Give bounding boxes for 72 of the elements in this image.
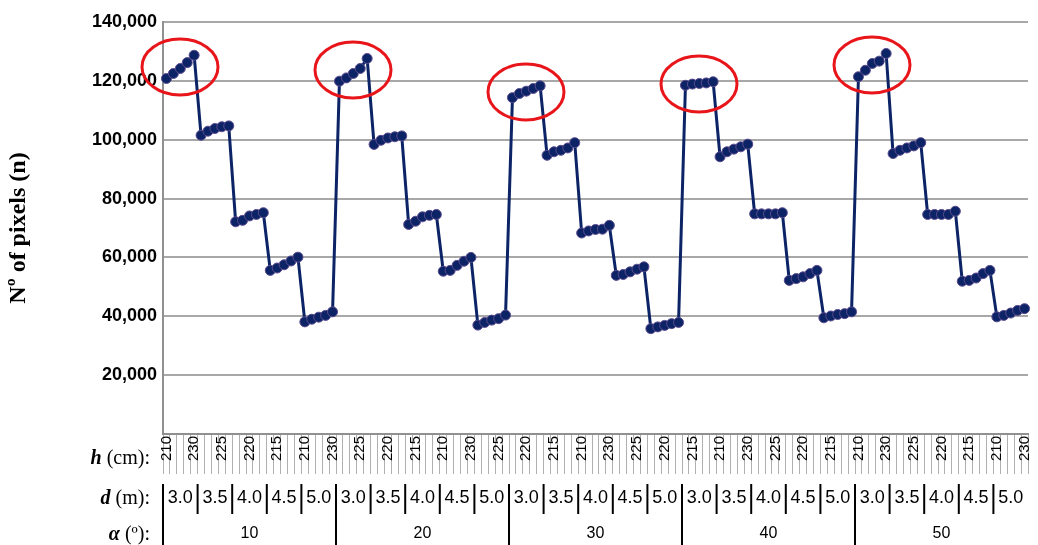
text: 3.5 [375,486,401,507]
x-tick-label: 210 [848,436,866,462]
x-tick-label: 220 [931,436,949,462]
text: 3.5 [548,486,574,507]
text: 4.0 [236,486,263,507]
y-tick-label: 40,000 [101,305,157,326]
text: 20 [413,524,432,542]
y-tick-label: 140,000 [91,10,157,31]
text: 4.5 [444,486,470,507]
x-tick-label: 230 [737,436,755,462]
y-tick-label: 80,000 [101,187,157,208]
x-tick-label: 215 [820,436,838,462]
text: 4.5 [963,486,989,507]
text: 3.0 [167,486,193,507]
x-tick-label: 215 [267,436,285,462]
x-tick-label: 225 [903,436,921,462]
x-tick-label: 225 [627,436,645,462]
text: 3.5 [721,486,747,507]
text: 4.0 [582,486,609,507]
x-tick-label: 225 [350,436,368,462]
text: 3.0 [686,486,712,507]
text: 4.0 [928,486,955,507]
x-tick-label: 220 [654,436,672,462]
x-tick-label: 220 [239,436,257,462]
y-tick-label: 60,000 [101,246,157,267]
x-tick-label: 230 [461,436,479,462]
x-tick-label: 230 [184,436,202,462]
x-tick-label: 210 [295,436,312,462]
x-tick-label: 215 [405,436,423,462]
x-tick-label: 210 [710,436,728,462]
x-tick-label: 215 [959,436,977,462]
text: 4.0 [755,486,782,507]
y-tick-label: 100,000 [91,128,157,149]
text: 3.0 [340,486,366,507]
x-tick-label: 220 [516,436,534,462]
x-tick-label: 210 [571,436,589,462]
x-tick-label: 225 [211,436,229,462]
text: 50 [932,524,951,542]
y-tick-label: 20,000 [101,364,157,385]
text: 10 [240,524,259,542]
text: 4.0 [409,486,436,507]
x-tick-label: 210 [156,436,174,462]
text: 4.5 [271,486,297,507]
x-tick-label: 230 [1014,436,1032,462]
x-tick-label: 220 [378,436,396,462]
x-tick-label: 215 [544,436,562,462]
text: 5.0 [825,486,851,507]
text: 30 [586,524,605,542]
x-tick-label: 210 [987,436,1004,462]
x-tick-label: 210 [433,436,451,462]
text: 5.0 [479,486,505,507]
x-tick-label: 230 [322,436,340,462]
text: 40 [759,524,778,542]
text: 3.5 [894,486,920,507]
x-tick-label: 225 [765,436,783,462]
text: 5.0 [306,486,332,507]
x-tick-label: 215 [682,436,700,462]
text: h (cm): [89,446,150,469]
text: α (º): [107,522,150,545]
x-tick-label: 230 [876,436,894,462]
text: 3.0 [513,486,539,507]
y-axis-title: Nº of pixels (n) [3,152,30,304]
text: 3.0 [859,486,885,507]
x-tick-label: 230 [599,436,617,462]
text: 5.0 [652,486,678,507]
text: 4.5 [790,486,816,507]
text: d (m): [99,486,150,509]
text: 3.5 [202,486,228,507]
text: 4.5 [617,486,643,507]
x-tick-label: 220 [793,436,811,462]
x-tick-label: 225 [488,436,506,462]
text: 5.0 [998,486,1024,507]
